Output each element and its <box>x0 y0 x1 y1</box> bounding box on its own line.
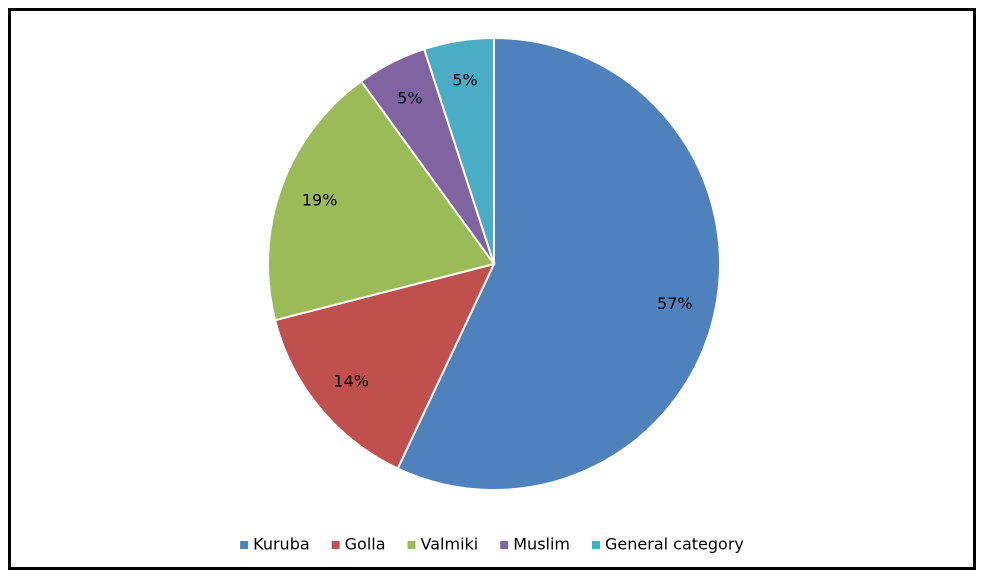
data-label: 19% <box>302 191 338 210</box>
legend: Kuruba Golla Valmiki Muslim General category <box>240 535 744 554</box>
legend-label: General category <box>605 535 744 554</box>
legend-label: Kuruba <box>253 535 310 554</box>
legend-label: Muslim <box>513 535 570 554</box>
pie-slice <box>422 36 495 265</box>
data-label: 14% <box>333 372 369 391</box>
pie-slice <box>273 262 496 470</box>
legend-marker <box>240 541 249 549</box>
data-label: 57% <box>657 294 693 313</box>
legend-marker <box>331 541 340 549</box>
pie-slice <box>267 79 496 322</box>
legend-label: Golla <box>345 535 386 554</box>
legend-marker <box>592 541 601 549</box>
data-label: 5% <box>452 70 477 89</box>
legend-marker <box>407 541 416 549</box>
legend-label: Valmiki <box>421 535 479 554</box>
data-label: 5% <box>397 88 422 107</box>
legend-marker <box>500 541 509 549</box>
pie-slice <box>396 36 721 491</box>
